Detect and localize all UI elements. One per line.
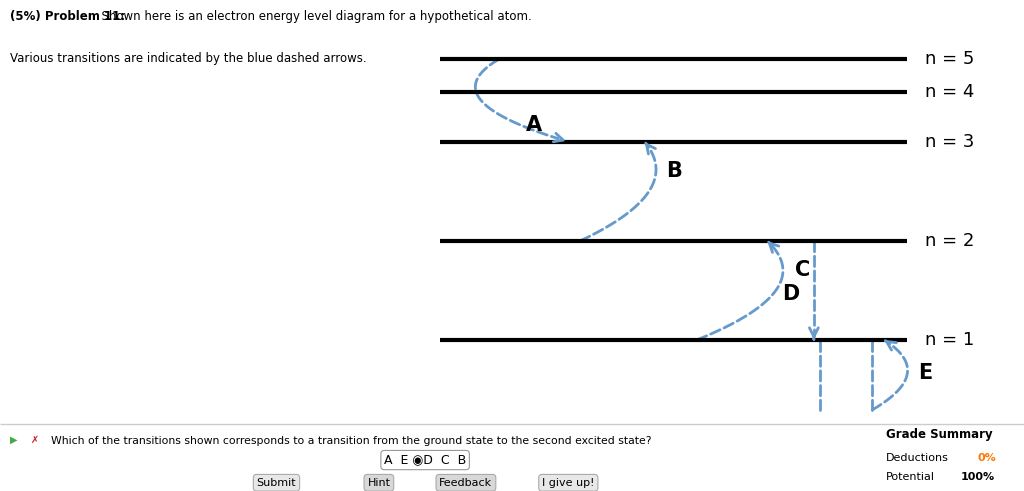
Text: E: E bbox=[918, 363, 932, 383]
Text: ▶: ▶ bbox=[10, 435, 17, 444]
Text: Deductions: Deductions bbox=[886, 453, 948, 463]
Text: A: A bbox=[525, 115, 542, 136]
Text: n = 3: n = 3 bbox=[925, 133, 974, 151]
Text: 100%: 100% bbox=[961, 472, 994, 482]
Text: Potential: Potential bbox=[886, 472, 935, 482]
Text: Submit: Submit bbox=[257, 478, 296, 488]
Text: Grade Summary: Grade Summary bbox=[886, 428, 992, 441]
Text: n = 1: n = 1 bbox=[925, 331, 974, 349]
Text: D: D bbox=[782, 284, 799, 304]
Text: Various transitions are indicated by the blue dashed arrows.: Various transitions are indicated by the… bbox=[10, 52, 367, 65]
Text: I give up!: I give up! bbox=[542, 478, 595, 488]
Text: 0%: 0% bbox=[978, 453, 996, 463]
Text: B: B bbox=[666, 161, 682, 181]
Text: C: C bbox=[795, 260, 810, 280]
Text: ✗: ✗ bbox=[31, 435, 39, 444]
Text: n = 4: n = 4 bbox=[925, 83, 974, 101]
Text: Hint: Hint bbox=[368, 478, 390, 488]
Text: A  E ◉D  C  B: A E ◉D C B bbox=[384, 454, 466, 466]
Text: n = 5: n = 5 bbox=[925, 50, 974, 68]
Text: (5%) Problem 11:: (5%) Problem 11: bbox=[10, 10, 125, 23]
Text: Feedback: Feedback bbox=[439, 478, 493, 488]
Text: Which of the transitions shown corresponds to a transition from the ground state: Which of the transitions shown correspon… bbox=[51, 436, 651, 446]
Text: Shown here is an electron energy level diagram for a hypothetical atom.: Shown here is an electron energy level d… bbox=[94, 10, 531, 23]
Text: n = 2: n = 2 bbox=[925, 232, 974, 250]
